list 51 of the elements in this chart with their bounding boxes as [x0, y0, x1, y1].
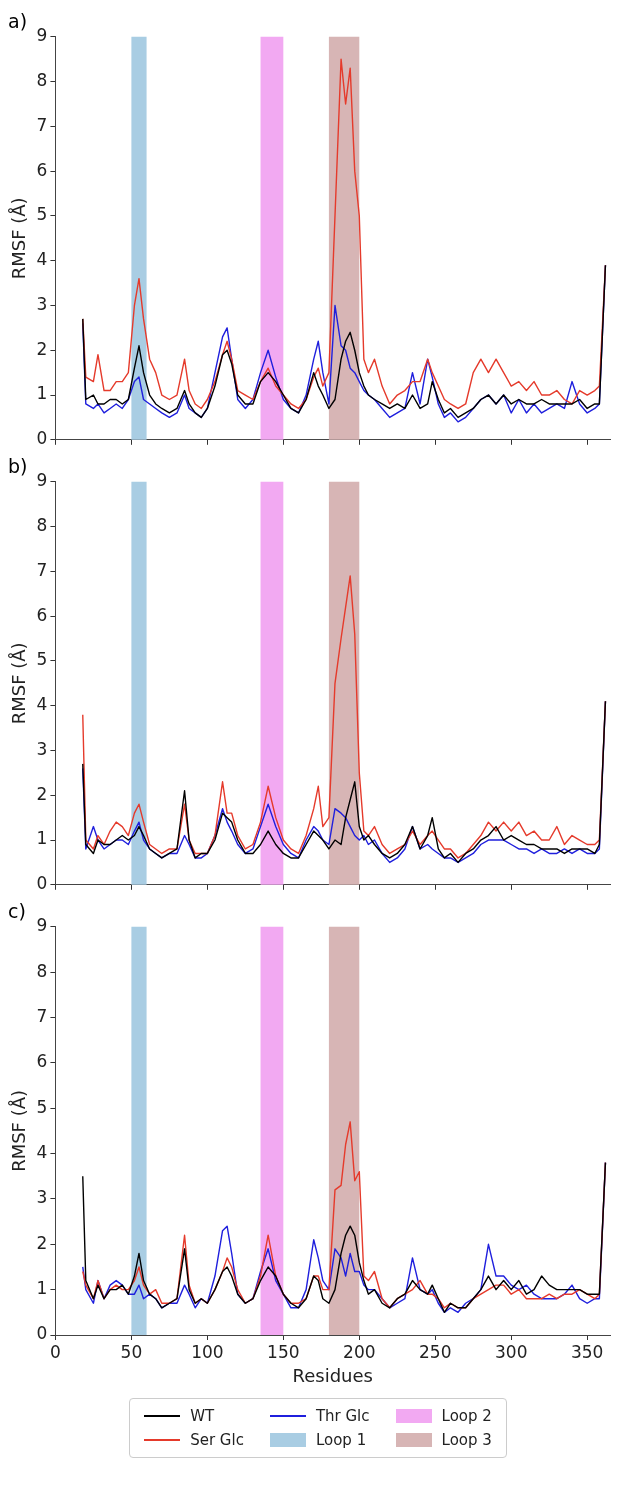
y-tick-label: 9	[36, 915, 48, 936]
chart-title: b)	[8, 455, 28, 478]
y-axis-title: RMSF (Å)	[8, 642, 30, 725]
y-tick-label: 4	[36, 694, 48, 715]
y-tick-label: 0	[36, 428, 48, 449]
x-tick-label: 50	[120, 1341, 143, 1362]
legend-label: Loop 3	[441, 1431, 492, 1449]
y-axis-title: RMSF (Å)	[8, 197, 30, 280]
y-tick-label: 5	[36, 649, 48, 670]
y-tick-label: 4	[36, 1142, 48, 1162]
y-tick-label: 7	[36, 559, 48, 580]
x-tick-label: 250	[419, 1341, 452, 1362]
chart-title: c)	[8, 900, 26, 923]
chart-title: a)	[8, 10, 28, 33]
y-tick-label: 1	[36, 828, 48, 849]
y-tick-label: 3	[36, 738, 48, 759]
y-tick-label: 8	[36, 960, 48, 981]
y-tick-label: 5	[36, 1096, 48, 1117]
y-tick-label: 6	[36, 159, 48, 180]
x-tick-label: 300	[495, 1341, 528, 1362]
x-tick-label: 350	[570, 1341, 604, 1362]
y-tick-label: 0	[36, 1323, 48, 1344]
x-tick-label: 0	[50, 1341, 61, 1362]
y-tick-label: 7	[36, 114, 48, 135]
y-tick-label: 2	[36, 1232, 48, 1253]
y-tick-label: 1	[36, 383, 48, 404]
legend-label: Thr Glc	[315, 1407, 370, 1425]
x-tick-label: 200	[343, 1341, 376, 1362]
x-tick-label: 150	[267, 1341, 300, 1362]
y-tick-label: 5	[36, 204, 48, 225]
y-tick-label: 6	[36, 1051, 48, 1072]
x-axis-title: Residues	[292, 1364, 373, 1386]
y-tick-label: 6	[36, 604, 48, 625]
legend-label: Ser Glc	[190, 1431, 244, 1449]
x-tick-label: 100	[191, 1341, 224, 1362]
y-tick-label: 2	[36, 783, 48, 804]
y-tick-label: 9	[36, 25, 48, 46]
y-tick-label: 3	[36, 293, 48, 314]
y-tick-label: 0	[36, 873, 48, 894]
y-tick-label: 9	[36, 470, 48, 491]
y-tick-label: 7	[36, 1005, 48, 1026]
y-tick-label: 8	[36, 515, 48, 535]
legend-label: Loop 1	[315, 1431, 367, 1449]
y-tick-label: 2	[36, 338, 48, 359]
y-tick-label: 4	[36, 249, 48, 270]
y-axis-title: RMSF (Å)	[8, 1089, 30, 1172]
y-tick-label: 3	[36, 1187, 48, 1208]
legend-label: WT	[190, 1407, 215, 1425]
y-tick-label: 8	[36, 70, 48, 90]
y-tick-label: 1	[36, 1278, 48, 1299]
legend-label: Loop 2	[441, 1407, 492, 1425]
